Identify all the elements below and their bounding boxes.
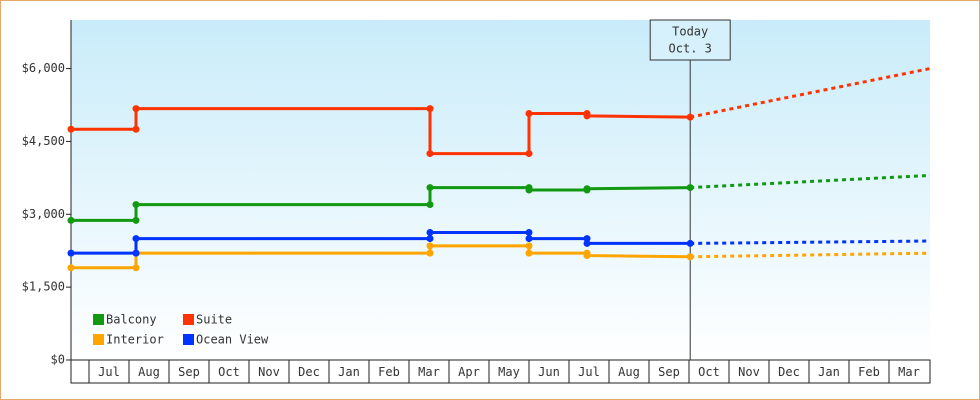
x-tick-label: Jan [338,365,360,379]
point [583,252,591,260]
legend-swatch [183,314,194,325]
legend-label: Balcony [106,313,157,327]
point [67,216,75,224]
x-tick-label: Dec [778,365,800,379]
x-tick-label: Nov [258,365,280,379]
y-tick-label: $3,000 [22,207,65,221]
point [426,249,434,257]
legend-label: Suite [196,313,232,327]
x-tick-label: Oct [698,365,720,379]
point [525,229,533,236]
point [525,249,533,257]
point [686,239,694,247]
plot-area [71,20,930,360]
x-axis-band [70,359,931,384]
point [525,150,533,158]
x-tick-label: Aug [618,365,640,379]
point [583,112,591,120]
point [426,242,434,250]
x-tick-label: Nov [738,365,760,379]
x-tick-label: Apr [458,365,480,379]
point [132,249,140,257]
point [426,235,434,243]
point [132,235,140,243]
x-tick-label: Jul [98,365,120,379]
point [426,150,434,158]
point [132,201,140,209]
x-tick-label: Oct [218,365,240,379]
point [426,184,434,192]
x-tick-label: May [498,365,520,379]
x-tick-label: Feb [378,365,400,379]
point [67,125,75,133]
today-box [649,19,731,61]
point [132,105,140,113]
x-tick-label: Dec [298,365,320,379]
x-tick-label: Jun [538,365,560,379]
today-label: Today [672,25,708,39]
point [525,242,533,250]
point [67,264,75,272]
point [583,239,591,247]
x-tick-label: Feb [858,365,880,379]
legend-swatch [183,334,194,345]
today-label: Oct. 3 [669,42,712,56]
legend-swatch [93,334,104,345]
point [67,249,75,257]
point [426,105,434,113]
point [525,186,533,194]
point [583,185,591,193]
x-tick-label: Sep [658,365,680,379]
point [686,184,694,192]
forecast-line [690,173,931,190]
point [426,229,434,236]
point [132,264,140,272]
x-tick-label: Jan [818,365,840,379]
point [525,110,533,117]
x-tick-label: Mar [418,365,440,379]
x-tick-label: Jul [578,365,600,379]
point [686,113,694,121]
point [525,235,533,243]
legend-swatch [93,314,104,325]
point [583,235,591,243]
legend-label: Interior [106,333,164,347]
point [426,201,434,209]
point [132,216,140,224]
y-tick-label: $4,500 [22,134,65,148]
y-tick-label: $1,500 [22,280,65,294]
forecast-line [689,67,931,119]
point [686,253,694,261]
y-tick-label: $6,000 [22,61,65,75]
legend-label: Ocean View [196,333,269,347]
x-tick-label: Mar [898,365,920,379]
y-tick-label: $0 [51,353,65,367]
x-tick-label: Aug [138,365,160,379]
x-tick-label: Sep [178,365,200,379]
point [132,125,140,133]
